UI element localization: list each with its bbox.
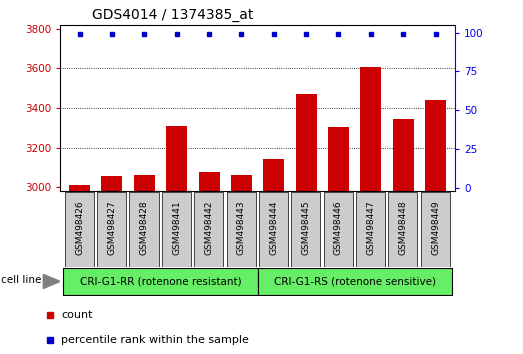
FancyBboxPatch shape [97, 192, 126, 267]
FancyBboxPatch shape [389, 192, 417, 267]
Bar [69, 185, 90, 191]
Bar [166, 126, 187, 191]
Text: GSM498445: GSM498445 [302, 200, 311, 255]
Text: GSM498441: GSM498441 [172, 200, 181, 255]
Text: CRI-G1-RS (rotenone sensitive): CRI-G1-RS (rotenone sensitive) [274, 276, 436, 286]
Text: GSM498449: GSM498449 [431, 200, 440, 255]
Bar [360, 67, 381, 191]
FancyBboxPatch shape [194, 192, 223, 267]
Polygon shape [43, 274, 60, 289]
FancyBboxPatch shape [129, 192, 158, 267]
Text: cell line: cell line [1, 275, 41, 285]
FancyBboxPatch shape [257, 268, 452, 295]
Bar [134, 175, 155, 191]
FancyBboxPatch shape [162, 192, 191, 267]
Text: GDS4014 / 1374385_at: GDS4014 / 1374385_at [92, 8, 253, 22]
Text: count: count [62, 310, 93, 320]
Text: GSM498444: GSM498444 [269, 200, 278, 255]
Text: CRI-G1-RR (rotenone resistant): CRI-G1-RR (rotenone resistant) [79, 276, 241, 286]
Bar [101, 176, 122, 191]
Text: GSM498446: GSM498446 [334, 200, 343, 255]
Bar [425, 100, 446, 191]
FancyBboxPatch shape [63, 268, 257, 295]
FancyBboxPatch shape [356, 192, 385, 267]
Text: GSM498427: GSM498427 [107, 200, 117, 255]
Text: GSM498428: GSM498428 [140, 200, 149, 255]
Bar [328, 127, 349, 191]
FancyBboxPatch shape [259, 192, 288, 267]
Text: percentile rank within the sample: percentile rank within the sample [62, 335, 249, 344]
Bar [263, 159, 285, 191]
Text: GSM498448: GSM498448 [399, 200, 408, 255]
Text: GSM498447: GSM498447 [366, 200, 376, 255]
Text: GSM498426: GSM498426 [75, 200, 84, 255]
FancyBboxPatch shape [291, 192, 321, 267]
FancyBboxPatch shape [324, 192, 353, 267]
Bar [295, 94, 316, 191]
Text: GSM498443: GSM498443 [237, 200, 246, 255]
Bar [393, 119, 414, 191]
FancyBboxPatch shape [226, 192, 256, 267]
FancyBboxPatch shape [65, 192, 94, 267]
FancyBboxPatch shape [420, 192, 450, 267]
Text: GSM498442: GSM498442 [204, 200, 213, 255]
Bar [231, 175, 252, 191]
Bar [199, 172, 220, 191]
